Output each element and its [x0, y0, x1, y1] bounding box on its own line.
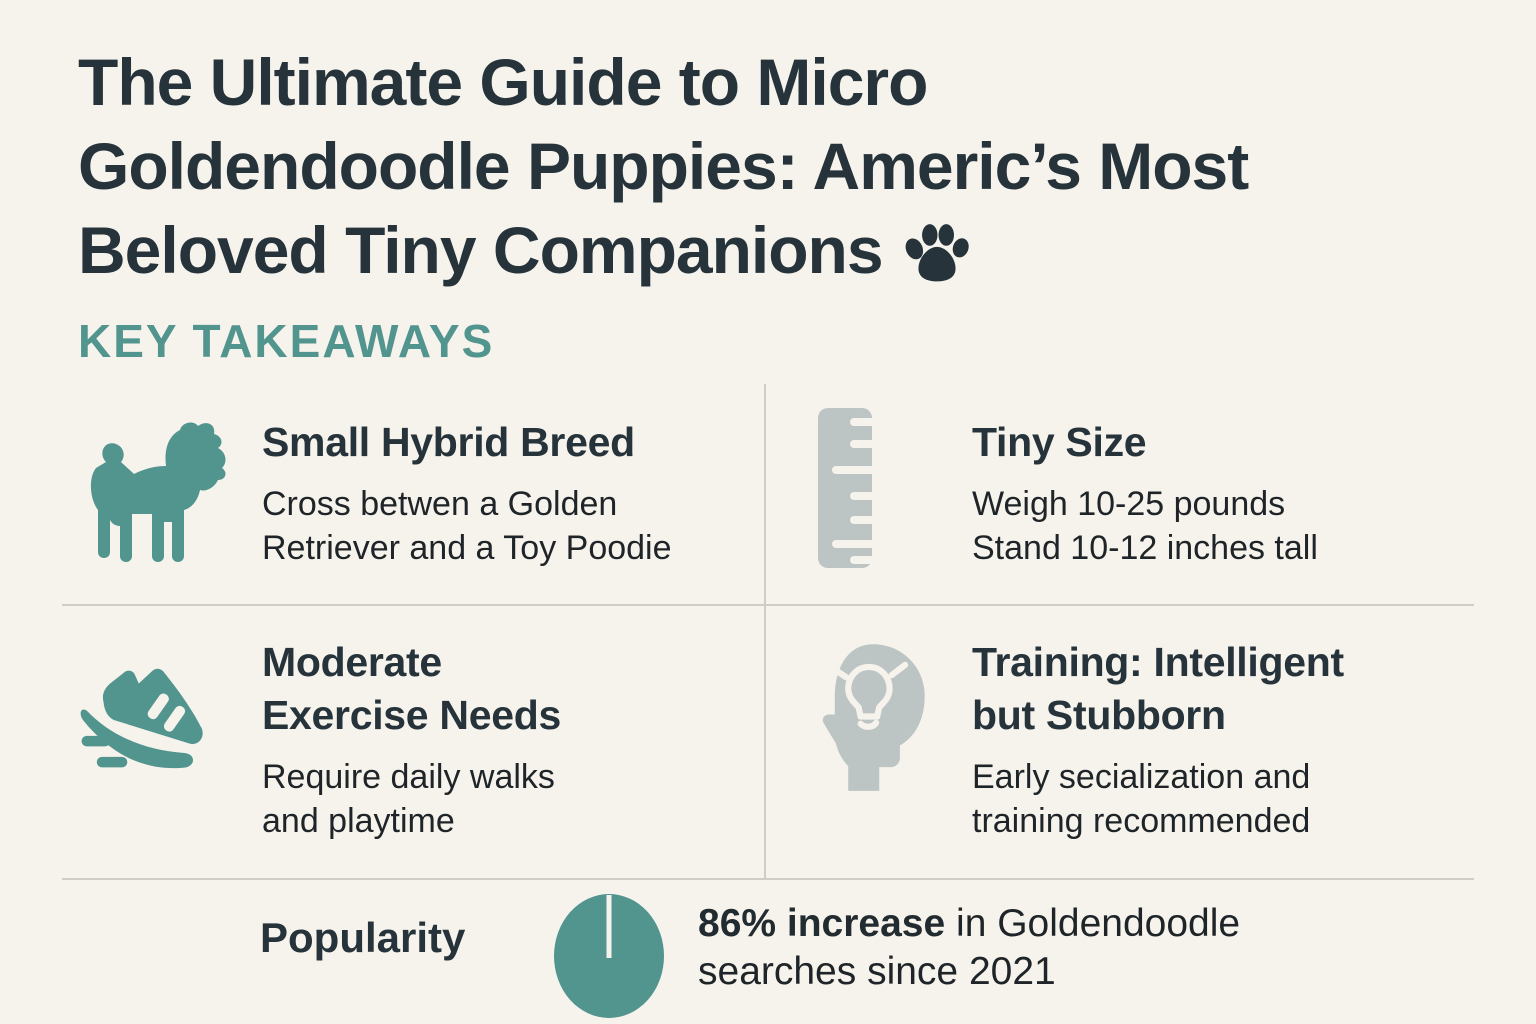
takeaway-text: Tiny Size Weigh 10-25 pounds Stand 10-12… — [972, 416, 1318, 570]
popularity-pie-chart — [552, 892, 666, 1020]
stat-line-1: 86% increase in Goldendoodle — [698, 900, 1240, 948]
title-line-3: Beloved Tiny Companions — [78, 208, 1478, 292]
takeaway-title: Moderate Exercise Needs — [262, 639, 561, 738]
stat-rest: in Goldendoodle — [945, 902, 1241, 945]
popularity-label: Popularity — [260, 914, 466, 961]
takeaways-grid: Small Hybrid Breed Cross betwen a Golden… — [62, 384, 1474, 880]
takeaway-text: Training: Intelligent but Stubborn Early… — [972, 636, 1344, 843]
running-shoe-icon — [68, 652, 240, 795]
dog-icon — [76, 414, 228, 574]
paw-print-icon — [905, 224, 969, 282]
head-lightbulb-icon — [802, 638, 942, 793]
takeaway-small-hybrid-breed: Small Hybrid Breed Cross betwen a Golden… — [62, 384, 766, 606]
takeaway-text: Small Hybrid Breed Cross betwen a Golden… — [262, 416, 672, 570]
takeaway-training: Training: Intelligent but Stubborn Early… — [766, 606, 1474, 878]
takeaway-description: Early secialization and training recomme… — [972, 758, 1311, 840]
stat-line-2: searches since 2021 — [698, 950, 1056, 993]
takeaway-description: Weigh 10-25 pounds Stand 10-12 inches ta… — [972, 485, 1318, 567]
popularity-stat: 86% increase in Goldendoodle searches si… — [698, 900, 1240, 996]
popularity-row: Popularity 86% increase in Goldendoodle … — [62, 878, 1474, 1024]
takeaway-tiny-size: Tiny Size Weigh 10-25 pounds Stand 10-12… — [766, 384, 1474, 606]
stat-emphasis: 86% increase — [698, 902, 946, 945]
takeaway-text: Moderate Exercise Needs Require daily wa… — [262, 636, 561, 843]
takeaway-title: Small Hybrid Breed — [262, 419, 635, 465]
page-title: The Ultimate Guide to Micro Goldendoodle… — [78, 40, 1478, 292]
title-line-3-text: Beloved Tiny Companions — [78, 213, 884, 287]
takeaway-title: Tiny Size — [972, 419, 1147, 465]
title-line-1: The Ultimate Guide to Micro — [78, 45, 928, 119]
ruler-icon — [816, 406, 878, 570]
section-heading: KEY TAKEAWAYS — [78, 315, 495, 367]
takeaway-description: Cross betwen a Golden Retriever and a To… — [262, 485, 672, 567]
takeaway-description: Require daily walks and playtime — [262, 758, 555, 840]
title-line-2: Goldendoodle Puppies: Americ’s Most — [78, 129, 1249, 203]
takeaway-exercise-needs: Moderate Exercise Needs Require daily wa… — [62, 606, 766, 878]
takeaway-title: Training: Intelligent but Stubborn — [972, 639, 1344, 738]
